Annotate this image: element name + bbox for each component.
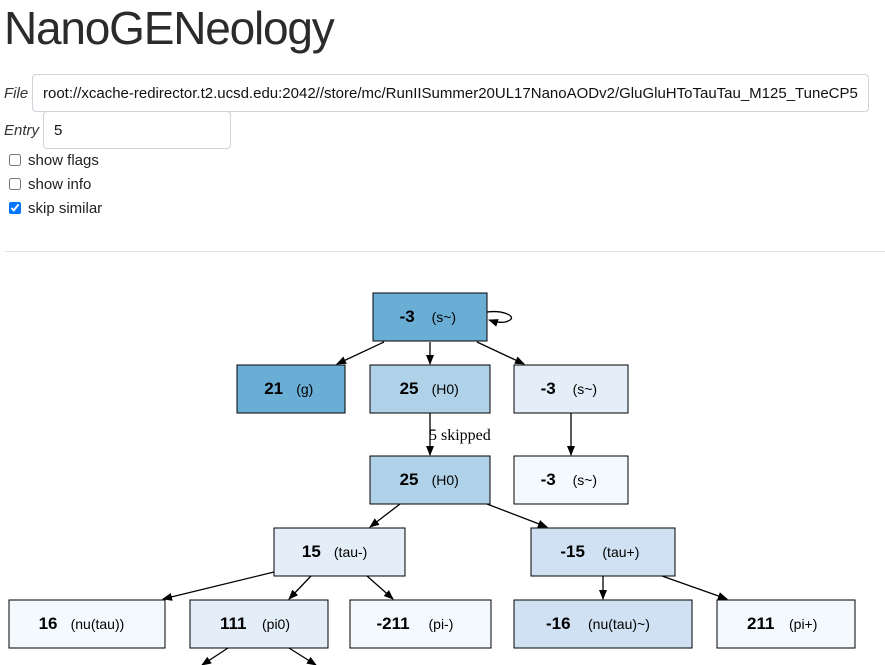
particle-name: (g) <box>296 381 313 397</box>
edge-n5-to-n7 <box>369 503 401 528</box>
particle-name: (nu(tau)~) <box>588 616 650 632</box>
particle-node-n12[interactable]: -16 (nu(tau)~) <box>513 599 693 649</box>
particle-node-box <box>369 364 491 414</box>
edge-n1-to-n4 <box>476 341 525 365</box>
edge-n8-to-n13 <box>661 575 728 600</box>
edge-n1-to-n2 <box>336 341 385 365</box>
particle-pdg-id: -3 <box>541 470 556 489</box>
particle-name: (nu(tau)) <box>71 616 125 632</box>
particle-name: (s~) <box>573 472 598 488</box>
particle-name: (s~) <box>573 381 598 397</box>
particle-node-box <box>349 599 492 649</box>
particle-pdg-id: -15 <box>560 542 585 561</box>
particle-pdg-id: 211 <box>747 614 774 633</box>
particle-node-n11[interactable]: -211 (pi-) <box>349 599 492 649</box>
skip-similar-checkbox[interactable] <box>9 202 21 214</box>
show-flags-option[interactable]: show flags <box>8 150 99 170</box>
particle-node-n3[interactable]: 25 (H0) <box>369 364 491 414</box>
particle-name: (H0) <box>432 381 459 397</box>
particle-node-box <box>513 364 629 414</box>
particle-node-box <box>8 599 166 649</box>
particle-node-box <box>369 455 491 505</box>
particle-pdg-id: 15 <box>302 542 321 561</box>
edge-n5-to-n8 <box>486 503 548 528</box>
particle-node-box <box>530 527 676 577</box>
particle-pdg-id: 25 <box>400 470 419 489</box>
particle-node-n8[interactable]: -15 (tau+) <box>530 527 676 577</box>
edge-n10-to-offscreen <box>201 647 229 665</box>
particle-name: (pi-) <box>429 616 454 632</box>
particle-pdg-id: 21 <box>264 379 283 398</box>
particle-node-box <box>372 292 488 342</box>
show-flags-label: show flags <box>28 151 99 169</box>
particle-node-box <box>513 455 629 505</box>
divider <box>5 251 885 252</box>
particle-name: (pi+) <box>789 616 817 632</box>
particle-pdg-id: 16 <box>39 614 58 633</box>
show-info-label: show info <box>28 175 92 193</box>
particle-pdg-id: 25 <box>400 379 419 398</box>
file-label: File <box>4 85 29 102</box>
particle-node-n6[interactable]: -3 (s~) <box>513 455 629 505</box>
page-title: NanoGENeology <box>4 2 335 54</box>
edge-label: 5 skipped <box>429 427 491 444</box>
particle-node-box <box>716 599 856 649</box>
edge-n10-to-offscreen <box>288 647 317 665</box>
particle-node-box <box>273 527 406 577</box>
particle-pdg-id: 111 <box>220 614 247 633</box>
show-info-checkbox[interactable] <box>9 178 21 190</box>
file-input[interactable] <box>32 74 869 112</box>
particle-node-n4[interactable]: -3 (s~) <box>513 364 629 414</box>
particle-pdg-id: -211 <box>377 614 410 633</box>
edge-n7-to-n11 <box>366 575 394 600</box>
particle-node-n10[interactable]: 111 (pi0) <box>189 599 329 649</box>
particle-name: (pi0) <box>262 616 290 632</box>
particle-node-n5[interactable]: 25 (H0) <box>369 455 491 505</box>
particle-pdg-id: -3 <box>400 307 415 326</box>
particle-pdg-id: -3 <box>541 379 556 398</box>
show-info-option[interactable]: show info <box>8 174 91 194</box>
edge-n7-to-n9 <box>162 571 275 601</box>
particle-node-box <box>513 599 693 649</box>
particle-node-n2[interactable]: 21 (g) <box>236 364 346 414</box>
particle-node-n7[interactable]: 15 (tau-) <box>273 527 406 577</box>
skip-similar-option[interactable]: skip similar <box>8 198 102 218</box>
particle-node-n1[interactable]: -3 (s~) <box>372 292 488 342</box>
particle-name: (H0) <box>432 472 459 488</box>
particle-name: (tau+) <box>602 544 639 560</box>
particle-pdg-id: -16 <box>546 614 571 633</box>
particle-name: (tau-) <box>334 544 367 560</box>
entry-input[interactable] <box>43 111 231 149</box>
particle-node-n13[interactable]: 211 (pi+) <box>716 599 856 649</box>
skip-similar-label: skip similar <box>28 199 103 217</box>
edge-n7-to-n10 <box>288 575 312 600</box>
particle-node-n9[interactable]: 16 (nu(tau)) <box>8 599 166 649</box>
entry-label: Entry <box>4 122 40 139</box>
show-flags-checkbox[interactable] <box>9 154 21 166</box>
particle-node-box <box>236 364 346 414</box>
particle-node-box <box>189 599 329 649</box>
particle-name: (s~) <box>432 309 457 325</box>
edge-n1-to-n1 <box>486 310 513 327</box>
